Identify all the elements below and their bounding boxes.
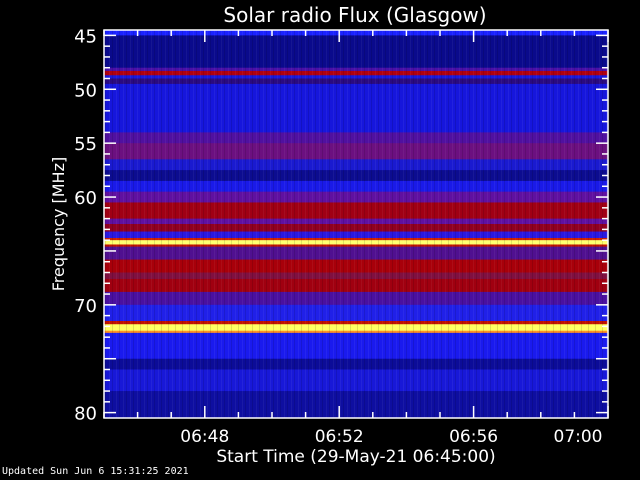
y-tick-label: 80	[74, 404, 97, 425]
plot-frame	[103, 29, 609, 419]
y-tick-label: 50	[74, 80, 97, 101]
x-tick-label: 06:48	[180, 427, 229, 447]
noise-overlay	[104, 30, 608, 418]
x-tick-label: 07:00	[554, 427, 603, 447]
y-tick-label: 70	[74, 296, 97, 317]
x-tick-label: 06:56	[449, 427, 498, 447]
y-tick-label: 60	[74, 188, 97, 209]
x-tick-label: 06:52	[315, 427, 364, 447]
chart-title: Solar radio Flux (Glasgow)	[223, 3, 486, 27]
y-tick-label: 55	[74, 134, 97, 155]
updated-timestamp: Updated Sun Jun 6 15:31:25 2021	[2, 466, 189, 477]
y-tick-label: 45	[74, 26, 97, 47]
x-axis-label: Start Time (29-May-21 06:45:00)	[216, 447, 495, 467]
axis-ticks	[103, 30, 609, 418]
y-axis-label: Frequency [MHz]	[49, 157, 68, 291]
